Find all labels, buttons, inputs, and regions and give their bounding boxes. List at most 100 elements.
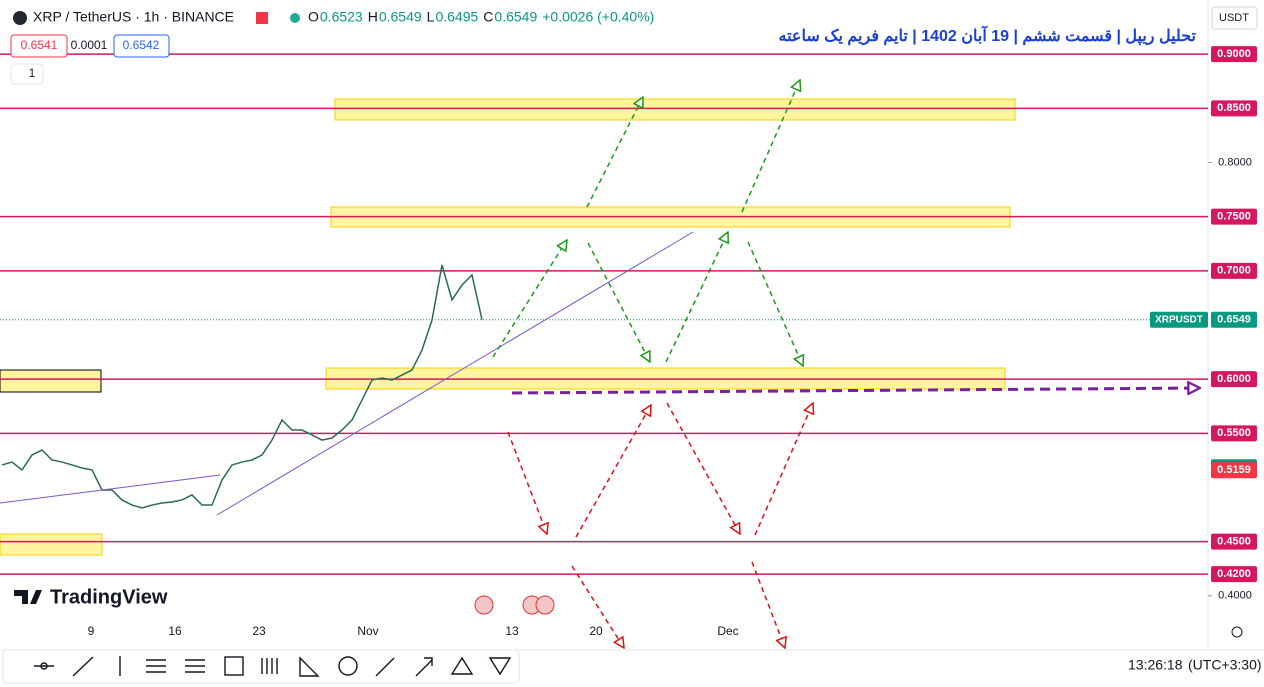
arrow <box>665 232 728 363</box>
level-label: 0.7500 <box>1217 211 1251 223</box>
currency: USDT <box>1219 12 1249 24</box>
zone <box>0 369 102 393</box>
x-tick-label: 9 <box>88 624 95 638</box>
level-label-box <box>1211 46 1257 63</box>
bid-box[interactable] <box>10 34 68 58</box>
level-label-box <box>1211 208 1257 225</box>
ask-box[interactable] <box>113 34 170 58</box>
event-icon[interactable] <box>535 595 555 615</box>
level-label: 0.5500 <box>1217 427 1251 439</box>
ohlc: O 0.6523 H 0.6549 L 0.6495 C 0.6549 +0.0026 (+0.… <box>308 9 654 25</box>
indicator-toggle[interactable] <box>10 63 44 85</box>
level-label: 0.8500 <box>1217 102 1251 114</box>
level-label-box <box>1211 533 1257 550</box>
red-arrows <box>507 402 813 648</box>
spread: 0.0001 <box>71 38 108 52</box>
tool-bars[interactable] <box>261 658 278 674</box>
price-line <box>1 264 483 509</box>
zone <box>0 533 103 556</box>
tool-trendline[interactable] <box>72 656 94 677</box>
x-tick-label: 16 <box>168 624 182 638</box>
trend-line <box>216 231 694 516</box>
tool-arrow[interactable] <box>415 657 433 677</box>
ohlc-value: 0.6495 <box>435 9 478 25</box>
logo-icon <box>14 590 42 604</box>
x-tick-label: Nov <box>357 624 378 638</box>
level-label: 0.4500 <box>1217 536 1251 548</box>
tool-hline[interactable] <box>34 662 54 670</box>
level-label-box <box>1211 566 1257 583</box>
y-tick-label: 0.8000 <box>1218 156 1252 168</box>
tool-rect[interactable] <box>224 656 244 676</box>
symbol-marker-box <box>1150 311 1208 328</box>
x-tick-label: 23 <box>252 624 266 638</box>
tool-up[interactable] <box>450 656 474 675</box>
flag-icon <box>256 12 268 24</box>
arrow <box>571 565 624 648</box>
tool-triangle[interactable] <box>299 656 320 677</box>
purple-arrow <box>511 388 1200 393</box>
level-label: 0.4200 <box>1217 568 1251 580</box>
level-label-box <box>1211 371 1257 388</box>
bid: 0.6541 <box>21 38 58 52</box>
symbol-icon <box>13 11 27 25</box>
tool-icons <box>34 656 512 677</box>
arrow <box>754 403 813 536</box>
tool-down[interactable] <box>488 657 512 676</box>
arrow <box>507 431 547 534</box>
currency-button[interactable] <box>1211 6 1258 30</box>
green-arrows <box>492 80 803 366</box>
x-tick-label: 13 <box>505 624 519 638</box>
ohlc-change: +0.0026 (+0.40%) <box>542 9 654 25</box>
trend-line <box>0 474 221 504</box>
arrow <box>666 402 740 534</box>
y-tick-label: 0.4000 <box>1218 590 1252 602</box>
annotation-title: تحلیل ریپل | قسمت ششم | 19 آبان 1402 | ت… <box>778 24 1196 46</box>
tool-channel[interactable] <box>146 659 166 673</box>
tool-fib[interactable] <box>185 659 205 673</box>
arrow <box>751 561 785 648</box>
header: XRP / TetherUS · 1h · BINANCE O 0.6523 H 0.… <box>10 6 1258 85</box>
settings-icon[interactable] <box>1231 626 1243 638</box>
zone <box>334 98 1016 121</box>
arrow <box>586 97 643 208</box>
logo: TradingView <box>14 586 168 608</box>
ohlc-value: 0.6549 <box>379 9 422 25</box>
price-marker-box <box>1211 311 1257 328</box>
arrow <box>587 242 650 362</box>
level-label: 0.9000 <box>1217 48 1251 60</box>
ohlc-key: O <box>308 9 319 25</box>
level-label: 0.7000 <box>1217 265 1251 277</box>
arrow <box>747 241 803 366</box>
event-icon[interactable] <box>474 595 494 615</box>
price-marker-label: 0.5159 <box>1217 464 1251 476</box>
ask: 0.6542 <box>123 38 160 52</box>
x-tick-label: 20 <box>589 624 603 638</box>
toolbar: 13:26:18 (UTC+3:30) <box>2 649 1262 684</box>
ohlc-value: 0.6523 <box>320 9 363 25</box>
price-marker-box <box>1211 462 1257 479</box>
arrow <box>741 80 800 213</box>
levels: 0.8000 0.4000 0.9000 0.8500 0.7500 0.7000 0.60… <box>0 46 1257 602</box>
level-label-box <box>1211 425 1257 442</box>
ohlc-key: C <box>483 9 493 25</box>
symbol: XRP / TetherUS · 1h · BINANCE <box>33 9 234 25</box>
symbol-marker-label: XRPUSDT <box>1155 314 1203 325</box>
time-axis: 9 16 23 Nov 13 20 Dec <box>88 624 739 638</box>
drawings <box>0 80 1200 648</box>
level-label-box <box>1211 100 1257 117</box>
tool-circle[interactable] <box>338 656 358 676</box>
tool-ray[interactable] <box>375 657 395 677</box>
level-label: 0.6000 <box>1217 373 1251 385</box>
event-icons <box>474 595 555 615</box>
x-tick-label: Dec <box>717 624 738 638</box>
clock: 13:26:18 <box>1128 657 1183 673</box>
timezone: (UTC+3:30) <box>1188 657 1262 673</box>
logo-text: TradingView <box>50 586 168 608</box>
toolbar-panel <box>2 649 520 684</box>
ohlc-value: 0.6549 <box>494 9 537 25</box>
ohlc-key: H <box>368 9 378 25</box>
